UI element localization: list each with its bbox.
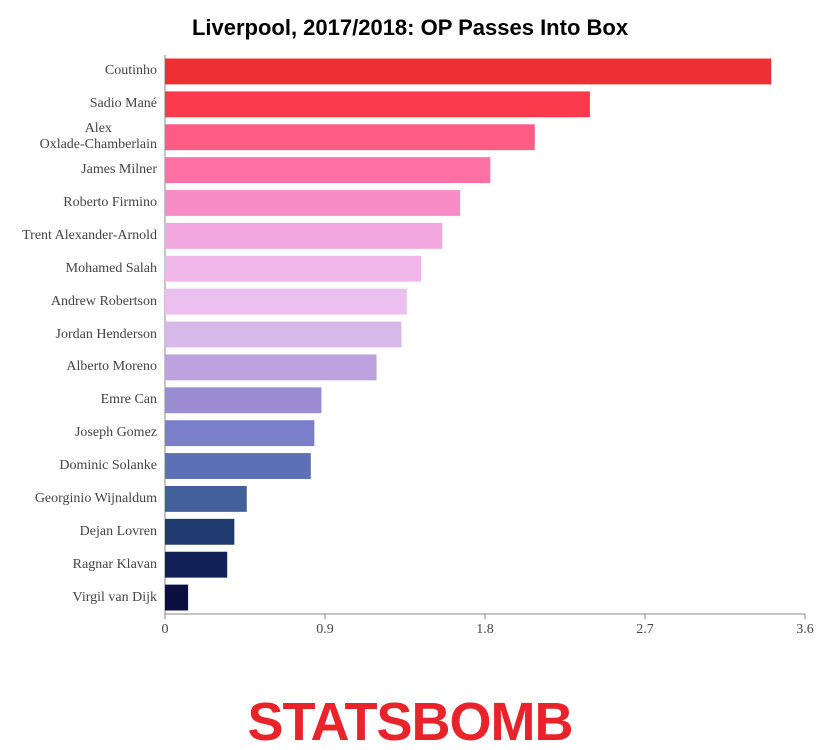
y-tick-label: Virgil van Dijk: [72, 589, 157, 605]
bar: [165, 157, 491, 184]
y-tick-label: Coutinho: [104, 63, 157, 79]
y-tick-label: Emre Can: [100, 392, 157, 408]
x-tick-label: 2.7: [636, 622, 654, 637]
bar: [165, 124, 535, 151]
chart-title: Liverpool, 2017/2018: OP Passes Into Box: [192, 15, 629, 40]
y-tick-label: Andrew Robertson: [50, 293, 157, 309]
y-tick-label: James Milner: [81, 162, 157, 178]
bar: [165, 190, 461, 216]
x-tick-label: 0.9: [316, 622, 334, 637]
y-tick-label: Roberto Firmino: [63, 194, 157, 210]
x-tick-label: 3.6: [796, 622, 814, 637]
bar: [165, 387, 322, 414]
bar: [165, 551, 228, 578]
y-tick-label: Dejan Lovren: [79, 523, 157, 539]
y-tick-label: Sadio Mané: [89, 96, 157, 112]
bar: [165, 584, 189, 611]
bar: [165, 288, 407, 315]
logo: STATSBOMB: [248, 692, 573, 750]
y-tick-label: Alberto Moreno: [66, 359, 157, 375]
bar: [165, 91, 590, 118]
x-tick-label: 1.8: [476, 622, 494, 637]
bar: [165, 321, 402, 348]
y-tick-label: Dominic Solanke: [59, 458, 157, 474]
y-tick-label: Joseph Gomez: [74, 425, 157, 441]
bar: [165, 58, 772, 85]
bar: [165, 518, 235, 545]
bar: [165, 453, 311, 479]
bar: [165, 255, 421, 282]
y-tick-label: Alex Oxlade-Chamberlain: [39, 121, 157, 153]
bar: [165, 485, 247, 512]
y-tick-label: Trent Alexander-Arnold: [22, 227, 157, 243]
bar: [165, 420, 315, 447]
y-tick-label: Mohamed Salah: [65, 260, 157, 276]
y-tick-label: Jordan Henderson: [55, 326, 157, 342]
y-tick-label: Georginio Wijnaldum: [34, 490, 157, 506]
y-tick-label: Ragnar Klavan: [72, 556, 157, 572]
x-tick-label: 0: [162, 622, 169, 637]
bar: [165, 222, 443, 249]
bar: [165, 354, 377, 381]
